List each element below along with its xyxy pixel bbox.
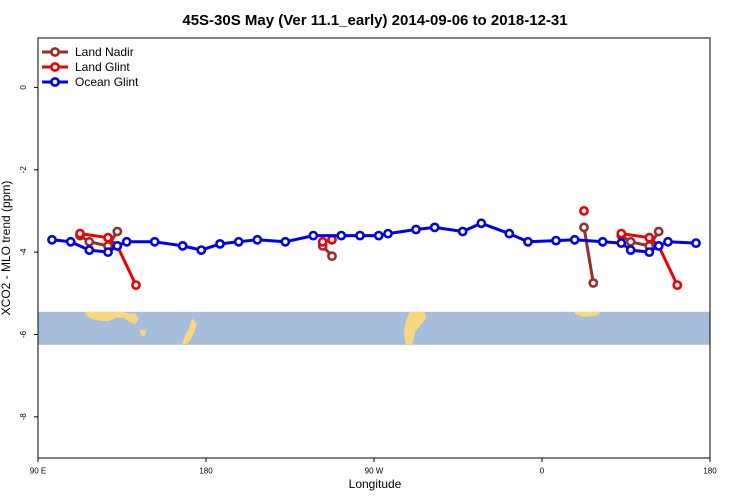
y-tick-label: 0 — [19, 85, 28, 90]
series-line — [79, 232, 138, 286]
data-point — [597, 236, 608, 247]
data-point — [653, 240, 664, 251]
tasmania-land — [139, 329, 147, 337]
data-point — [327, 234, 337, 245]
data-point — [149, 236, 160, 247]
map-band — [38, 311, 710, 345]
data-point — [625, 236, 636, 247]
data-point — [569, 234, 580, 245]
series-ocean-glint — [47, 218, 701, 257]
data-point — [355, 230, 365, 241]
data-point — [84, 236, 95, 247]
australia-land — [84, 311, 139, 325]
data-point — [196, 245, 207, 255]
data-point — [215, 238, 225, 249]
legend-swatch-marker — [50, 77, 60, 87]
series-layer — [47, 205, 701, 290]
y-tick-label: -2 — [19, 166, 28, 174]
data-point — [504, 228, 515, 239]
series-line — [582, 227, 595, 284]
legend-swatch-marker — [50, 62, 60, 72]
legend-label: Ocean Glint — [75, 75, 139, 89]
y-tick-label: -6 — [19, 330, 28, 338]
data-point — [177, 240, 188, 251]
data-point — [691, 238, 701, 248]
data-point — [252, 234, 263, 245]
data-point — [625, 245, 636, 255]
map-ocean — [38, 311, 710, 345]
data-point — [383, 228, 393, 239]
chart-title: 45S-30S May (Ver 11.1_early) 2014-09-06 … — [182, 12, 567, 29]
data-point — [429, 222, 440, 233]
data-point — [663, 236, 673, 247]
data-point — [84, 245, 95, 255]
x-axis: 90 E 180 90 W 0 180 — [30, 458, 717, 476]
x-tick-label: 180 — [703, 467, 717, 476]
x-tick-label: 90 E — [30, 467, 46, 476]
y-tick-label: -4 — [19, 248, 28, 256]
legend-label: Land Glint — [75, 60, 130, 74]
data-point — [588, 278, 599, 288]
data-point — [644, 247, 655, 257]
africa-land — [573, 311, 602, 317]
legend-label: Land Nadir — [75, 45, 134, 59]
series-line — [621, 232, 679, 286]
legend-swatch-marker — [50, 47, 60, 57]
x-axis-label: Longitude — [349, 477, 402, 491]
data-point — [653, 226, 664, 237]
x-tick-label: 180 — [199, 467, 213, 476]
data-point — [103, 232, 113, 243]
series-land-nadir — [75, 222, 664, 288]
data-point — [523, 236, 533, 247]
y-axis-label: XCO2 - MLO trend (ppm) — [0, 181, 13, 316]
data-point — [112, 240, 123, 251]
data-point — [644, 232, 655, 243]
data-point — [327, 251, 337, 262]
data-point — [579, 205, 589, 216]
series-line — [51, 221, 697, 254]
data-point — [308, 230, 319, 241]
data-point — [616, 228, 627, 239]
data-point — [579, 222, 589, 233]
data-point — [551, 235, 561, 246]
data-point — [373, 230, 384, 241]
series-land-glint — [75, 205, 683, 290]
data-point — [457, 226, 468, 237]
x-tick-label: 0 — [540, 467, 545, 476]
data-point — [317, 236, 328, 247]
data-point — [75, 228, 85, 239]
data-point — [616, 238, 627, 248]
data-point — [336, 230, 347, 241]
x-tick-label: 90 W — [365, 467, 384, 476]
data-point — [65, 236, 76, 247]
plot-frame — [37, 37, 711, 459]
data-point — [411, 224, 421, 235]
data-point — [476, 218, 487, 229]
data-point — [112, 226, 123, 237]
y-tick-label: -8 — [19, 413, 28, 421]
data-point — [672, 280, 683, 290]
data-point — [47, 234, 57, 245]
south-america-land — [403, 311, 427, 345]
data-point — [233, 236, 244, 247]
data-point — [103, 247, 113, 257]
y-axis: 0 -2 -4 -6 -8 — [19, 85, 38, 421]
data-point — [280, 236, 291, 247]
data-point — [131, 280, 141, 290]
new-zealand-land — [181, 318, 197, 345]
data-point — [121, 236, 132, 247]
